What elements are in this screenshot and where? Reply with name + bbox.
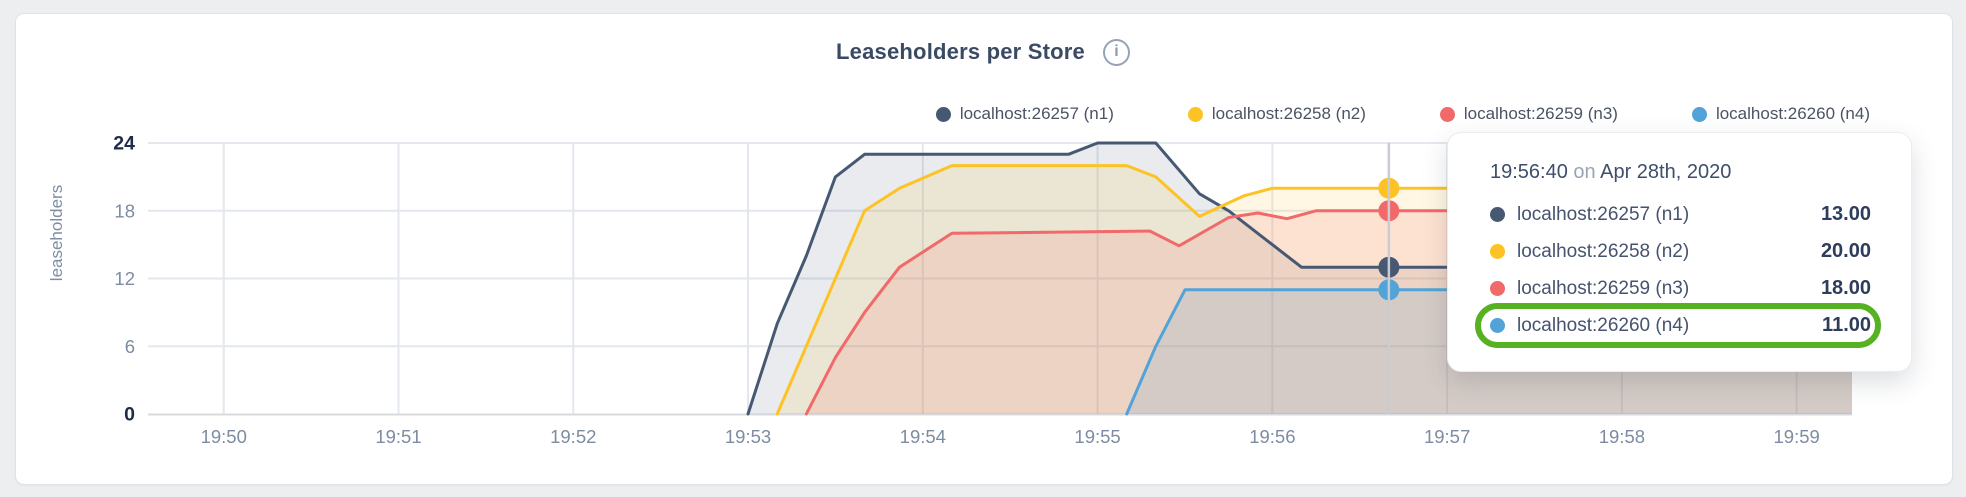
tooltip-row-n2: localhost:26258 (n2) 20.00	[1490, 233, 1871, 270]
tooltip-value-n1: 13.00	[1820, 203, 1871, 225]
y-tick-label-6: 6	[125, 336, 135, 357]
legend-label-n1: localhost:26257 (n1)	[959, 104, 1114, 123]
tooltip-dot-n4	[1490, 318, 1505, 333]
y-tick-label-0: 0	[124, 404, 135, 426]
legend-item-n2[interactable]: localhost:26258 (n2)	[1187, 104, 1366, 124]
series-line-n2	[775, 164, 1854, 416]
y-tick-label-12: 12	[114, 268, 135, 289]
tooltip-row-n3: localhost:26259 (n3) 18.00	[1490, 270, 1871, 307]
info-icon[interactable]: i	[1102, 38, 1130, 66]
legend-item-n3[interactable]: localhost:26259 (n3)	[1439, 104, 1618, 124]
x-tick-label-19:55: 19:55	[1074, 426, 1120, 447]
tooltip-value-n4: 11.00	[1822, 314, 1871, 336]
legend-label-n3: localhost:26259 (n3)	[1463, 104, 1618, 123]
x-tick-label-19:57: 19:57	[1424, 426, 1470, 447]
tooltip-label-n1: localhost:26257 (n1)	[1517, 203, 1690, 225]
tooltip-header: 19:56:40 on Apr 28th, 2020	[1490, 161, 1871, 184]
x-tick-label-19:52: 19:52	[550, 426, 596, 447]
y-tick-label-18: 18	[114, 200, 135, 221]
x-tick-label-19:53: 19:53	[725, 426, 771, 447]
tooltip-value-n3: 18.00	[1820, 277, 1871, 299]
legend-dot-n2	[1187, 106, 1203, 122]
tooltip-label-n4: localhost:26260 (n4)	[1517, 314, 1690, 336]
series-line-n3	[804, 209, 1854, 416]
x-tick-label-19:56: 19:56	[1249, 426, 1295, 447]
legend-item-n1[interactable]: localhost:26257 (n1)	[935, 104, 1114, 124]
tooltip-rows: localhost:26257 (n1) 13.00 localhost:26258…	[1475, 196, 1881, 348]
x-tick-label-19:50: 19:50	[201, 426, 247, 447]
legend-dot-n1	[935, 106, 951, 122]
x-tick-label-19:51: 19:51	[375, 426, 421, 447]
legend-label-n4: localhost:26260 (n4)	[1715, 104, 1870, 123]
tooltip-dot-n3	[1490, 281, 1505, 296]
tooltip-value-n2: 20.00	[1820, 240, 1871, 262]
y-axis-title: leaseholders	[47, 184, 66, 282]
tooltip-label-n3: localhost:26259 (n3)	[1517, 277, 1690, 299]
legend-label-n2: localhost:26258 (n2)	[1211, 104, 1366, 123]
tooltip-time: 19:56:40	[1490, 161, 1568, 183]
tooltip-dot-n1	[1490, 207, 1505, 222]
y-tick-label-24: 24	[113, 133, 135, 155]
legend-dot-n4	[1691, 106, 1707, 122]
chart-title: Leaseholders per Store	[836, 39, 1085, 64]
tooltip-dot-n2	[1490, 244, 1505, 259]
x-tick-label-19:54: 19:54	[900, 426, 946, 447]
legend-dot-n3	[1439, 106, 1455, 122]
chart-header: Leaseholders per Store i	[0, 34, 1966, 70]
tooltip-row-n4: localhost:26260 (n4) 11.00	[1475, 303, 1881, 348]
tooltip-label-n2: localhost:26258 (n2)	[1517, 240, 1690, 262]
hover-tooltip: 19:56:40 on Apr 28th, 2020 localhost:262…	[1447, 132, 1912, 372]
x-tick-label-19:58: 19:58	[1599, 426, 1645, 447]
tooltip-preposition: on	[1573, 161, 1596, 183]
legend-item-n4[interactable]: localhost:26260 (n4)	[1691, 104, 1870, 124]
tooltip-row-n1: localhost:26257 (n1) 13.00	[1490, 196, 1871, 233]
series-line-n1	[746, 141, 1854, 416]
legend: localhost:26257 (n1) localhost:26258 (n2)…	[935, 104, 1870, 124]
tooltip-date: Apr 28th, 2020	[1600, 161, 1732, 183]
x-tick-label-19:59: 19:59	[1774, 426, 1820, 447]
